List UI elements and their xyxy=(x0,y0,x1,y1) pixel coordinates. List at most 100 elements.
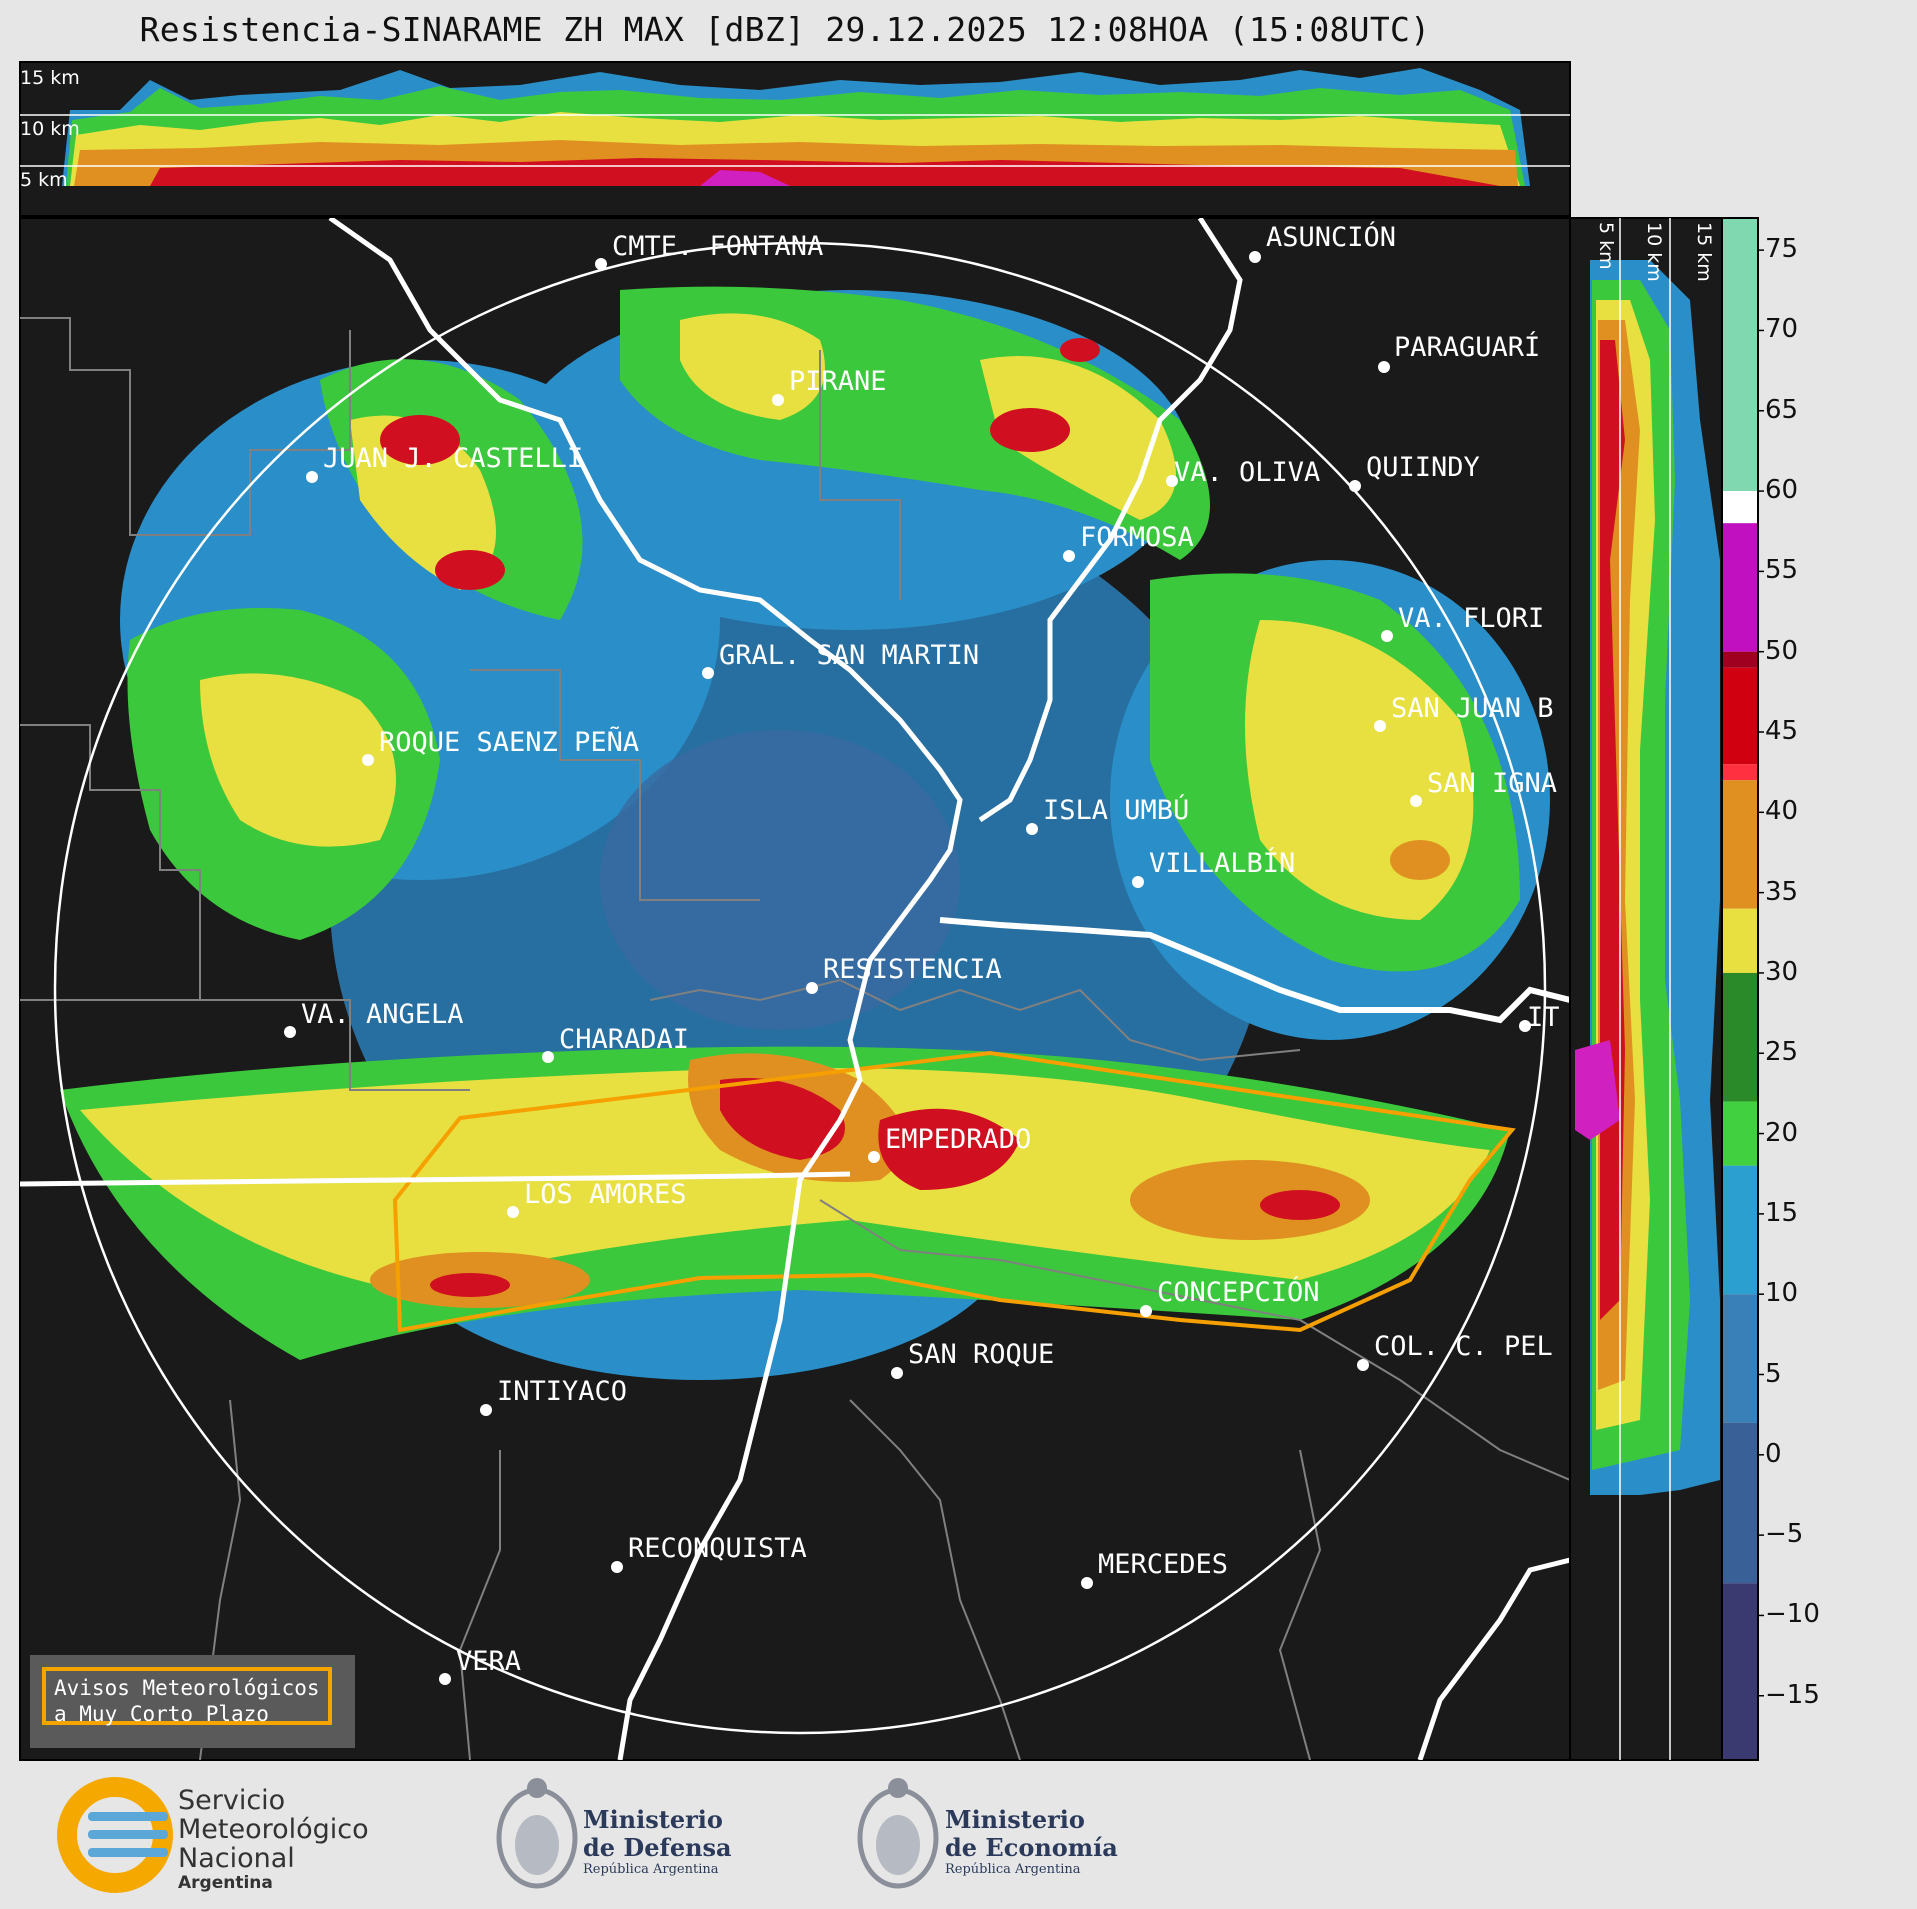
top-label-10km: 10 km xyxy=(20,118,80,140)
city-label: QUIINDY xyxy=(1366,452,1480,483)
chart-title: Resistencia-SINARAME ZH MAX [dBZ] 29.12.… xyxy=(139,10,1431,49)
defensa-logo-text: Ministerio de Defensa República Argentin… xyxy=(583,1805,732,1878)
city-label: IT xyxy=(1527,1002,1560,1033)
city-label: MERCEDES xyxy=(1098,1549,1228,1580)
colorbar-frame xyxy=(1721,217,1759,1761)
top-cross-section-panel: 15 km 10 km 5 km xyxy=(19,61,1571,217)
city-dot xyxy=(611,1561,623,1573)
colorbar-tick-label: −5 xyxy=(1765,1519,1804,1550)
economia-logo-text: Ministerio de Economía República Argenti… xyxy=(945,1805,1118,1878)
city-dot xyxy=(480,1404,492,1416)
city-dot xyxy=(702,667,714,679)
city-label: ROQUE SAENZ PEÑA xyxy=(379,726,639,758)
colorbar-tick-label: −10 xyxy=(1765,1599,1820,1630)
city-label: VERA xyxy=(456,1646,521,1677)
main-map-panel: CMTE. FONTANA ASUNCIÓN PARAGUARÍ PIRANE JUAN… xyxy=(19,217,1571,1761)
side-label-10km: 10 km xyxy=(1643,222,1665,282)
colorbar-tick-label: 35 xyxy=(1765,876,1799,907)
city-label: COL. C. PEL xyxy=(1374,1331,1553,1362)
city-dot xyxy=(806,982,818,994)
city-label: VILLALBÍN xyxy=(1149,847,1295,879)
top-profile-magenta xyxy=(700,170,790,186)
colorbar-segment xyxy=(1722,908,1758,973)
city-label: SAN ROQUE xyxy=(908,1339,1054,1370)
colorbar-segment xyxy=(1722,764,1758,781)
colorbar-tick-label: −15 xyxy=(1765,1679,1820,1710)
colorbar-tick-label: 25 xyxy=(1765,1037,1799,1068)
defensa-seal-icon xyxy=(496,1778,578,1889)
top-label-5km: 5 km xyxy=(20,169,68,191)
colorbar-segment xyxy=(1722,218,1758,492)
colorbar-tick-label: 20 xyxy=(1765,1117,1799,1148)
city-dot xyxy=(1132,876,1144,888)
colorbar-tick-label: 5 xyxy=(1765,1358,1782,1389)
colorbar-tick-label: 45 xyxy=(1765,716,1799,746)
city-label: INTIYACO xyxy=(497,1376,627,1407)
city-label: FORMOSA xyxy=(1080,522,1194,553)
city-dot xyxy=(1249,251,1261,263)
city-dot xyxy=(1378,361,1390,373)
city-dot xyxy=(1381,630,1393,642)
side-cross-section-panel: 5 km 10 km 15 km xyxy=(1569,217,1723,1761)
city-label: LOS AMORES xyxy=(524,1179,687,1210)
smn-logo xyxy=(57,1777,173,1893)
city-dot xyxy=(306,471,318,483)
colorbar-tick-label: 70 xyxy=(1765,314,1799,345)
city-dot xyxy=(1140,1305,1152,1317)
city-dot xyxy=(507,1206,519,1218)
colorbar-tick-label: 30 xyxy=(1765,956,1799,987)
colorbar-segment xyxy=(1722,1583,1758,1760)
city-label: CMTE. FONTANA xyxy=(612,231,823,262)
city-dot xyxy=(772,394,784,406)
colorbar-tick-label: 15 xyxy=(1765,1197,1799,1228)
city-dot xyxy=(1026,823,1038,835)
colorbar-tick-label: 40 xyxy=(1765,796,1799,827)
city-label: SAN IGNA xyxy=(1427,768,1557,799)
colorbar-segment xyxy=(1722,651,1758,668)
city-label: SAN JUAN B xyxy=(1391,693,1554,724)
city-dot xyxy=(1519,1020,1531,1032)
colorbar-segment xyxy=(1722,1422,1758,1584)
city-label: ASUNCIÓN xyxy=(1266,221,1396,253)
smn-logo-text: Servicio Meteorológico Nacional Argentin… xyxy=(178,1785,369,1893)
city-markers: CMTE. FONTANA ASUNCIÓN PARAGUARÍ PIRANE JUAN… xyxy=(284,221,1560,1685)
warning-legend: Avisos Meteorológicos a Muy Corto Plazo xyxy=(30,1655,355,1748)
colorbar-segment xyxy=(1722,1294,1758,1423)
colorbar-segment xyxy=(1722,523,1758,652)
city-dot xyxy=(439,1673,451,1685)
city-dot xyxy=(1166,475,1178,487)
warning-legend-line1: Avisos Meteorológicos xyxy=(54,1676,320,1700)
city-dot xyxy=(1063,550,1075,562)
colorbar-tick-label: 65 xyxy=(1765,394,1799,425)
city-label: PARAGUARÍ xyxy=(1394,331,1540,363)
city-label: RECONQUISTA xyxy=(628,1533,807,1564)
colorbar-tick-label: 55 xyxy=(1765,555,1799,586)
city-label: JUAN J. CASTELLI xyxy=(323,443,583,474)
radar-echoes xyxy=(60,286,1550,1380)
city-dot xyxy=(891,1367,903,1379)
city-label: RESISTENCIA xyxy=(823,954,1002,985)
city-dot xyxy=(1374,720,1386,732)
top-label-15km: 15 km xyxy=(20,67,80,89)
city-dot xyxy=(1410,795,1422,807)
city-dot xyxy=(1081,1577,1093,1589)
city-label: EMPEDRADO xyxy=(885,1124,1031,1155)
city-label: PIRANE xyxy=(789,366,887,397)
city-label: CHARADAI xyxy=(559,1024,689,1055)
city-label: VA. ANGELA xyxy=(301,999,464,1030)
side-label-15km: 15 km xyxy=(1693,222,1715,282)
city-dot xyxy=(542,1051,554,1063)
city-label: CONCEPCIÓN xyxy=(1157,1276,1320,1308)
city-dot xyxy=(284,1026,296,1038)
city-label: ISLA UMBÚ xyxy=(1043,794,1189,826)
colorbar-segment xyxy=(1722,972,1758,1102)
colorbar-segment xyxy=(1722,1165,1758,1295)
colorbar-segment xyxy=(1722,780,1758,909)
city-dot xyxy=(595,258,607,270)
colorbar-tick-label: 60 xyxy=(1765,475,1799,506)
colorbar-segment xyxy=(1722,491,1758,524)
side-label-5km: 5 km xyxy=(1595,222,1617,270)
colorbar-tick-label: 10 xyxy=(1765,1278,1799,1309)
colorbar-segment xyxy=(1722,667,1758,765)
city-label: GRAL. SAN MARTIN xyxy=(719,640,979,671)
